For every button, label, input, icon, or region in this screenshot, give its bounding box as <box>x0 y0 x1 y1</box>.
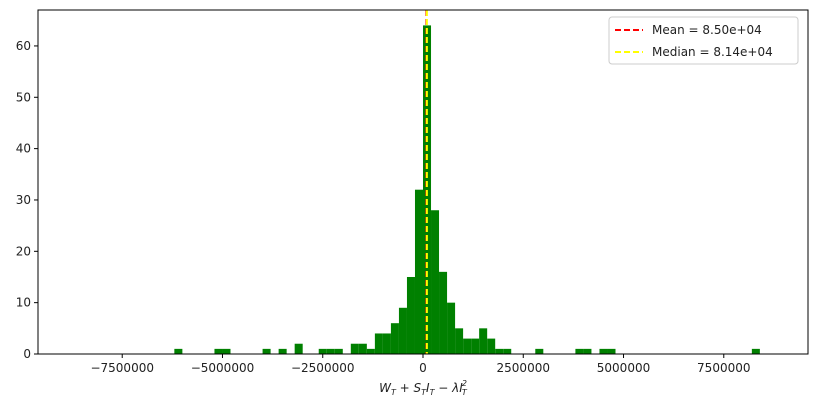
y-tick-label: 60 <box>16 39 31 53</box>
histogram-bar <box>214 349 222 354</box>
histogram-bar <box>431 210 439 354</box>
y-tick-label: 20 <box>16 244 31 258</box>
x-axis-label-plus-1: + <box>396 381 414 395</box>
histogram-bar <box>575 349 583 354</box>
histogram-bar <box>335 349 343 354</box>
x-axis-label-minus: − <box>434 381 452 395</box>
x-axis-label-i2-sub: T <box>462 388 468 397</box>
histogram-bar <box>503 349 511 354</box>
bars-layer <box>174 25 760 354</box>
histogram-bar <box>319 349 327 354</box>
x-tick-label: 7500000 <box>697 361 750 375</box>
histogram-bar <box>599 349 607 354</box>
x-tick-label: 5000000 <box>597 361 650 375</box>
histogram-bar <box>399 308 407 354</box>
x-tick-label: −7500000 <box>90 361 154 375</box>
histogram-bar <box>359 344 367 354</box>
histogram-bar <box>367 349 375 354</box>
histogram-bar <box>479 328 487 354</box>
legend-median-label: Median = 8.14e+04 <box>652 45 773 59</box>
x-axis-label-i2-sup: 2 <box>462 379 467 388</box>
histogram-bar <box>279 349 287 354</box>
y-tick-label: 10 <box>16 296 31 310</box>
histogram-bar <box>222 349 230 354</box>
legend-mean-label: Mean = 8.50e+04 <box>652 23 762 37</box>
legend: Mean = 8.50e+04 Median = 8.14e+04 <box>609 17 798 64</box>
x-tick-label: −5000000 <box>191 361 255 375</box>
histogram-bar <box>447 303 455 354</box>
y-tick-label: 40 <box>16 142 31 156</box>
histogram-bar <box>471 339 479 354</box>
x-axis-ticks: −7500000 −5000000 −2500000 0 2500000 5000000 7… <box>90 354 750 375</box>
x-tick-label: −2500000 <box>291 361 355 375</box>
x-tick-label: 2500000 <box>497 361 550 375</box>
histogram-bar <box>383 333 391 354</box>
histogram-bar <box>351 344 359 354</box>
histogram-bar <box>415 190 423 354</box>
y-axis-ticks: 0 10 20 30 40 50 60 <box>16 39 38 361</box>
histogram-bar <box>174 349 182 354</box>
histogram-bar <box>263 349 271 354</box>
histogram-bar <box>455 328 463 354</box>
histogram-bar <box>295 344 303 354</box>
histogram-bar <box>583 349 591 354</box>
histogram-bar <box>407 277 415 354</box>
histogram-bar <box>495 349 503 354</box>
x-tick-label: 0 <box>419 361 427 375</box>
histogram-bar <box>439 272 447 354</box>
histogram-bar <box>391 323 399 354</box>
y-tick-label: 0 <box>23 347 31 361</box>
histogram-bar <box>752 349 760 354</box>
histogram-bar <box>375 333 383 354</box>
y-tick-label: 30 <box>16 193 31 207</box>
histogram-bar <box>487 339 495 354</box>
histogram-bar <box>463 339 471 354</box>
histogram-bar <box>535 349 543 354</box>
histogram-bar <box>327 349 335 354</box>
y-tick-label: 50 <box>16 90 31 104</box>
histogram-bar <box>607 349 615 354</box>
